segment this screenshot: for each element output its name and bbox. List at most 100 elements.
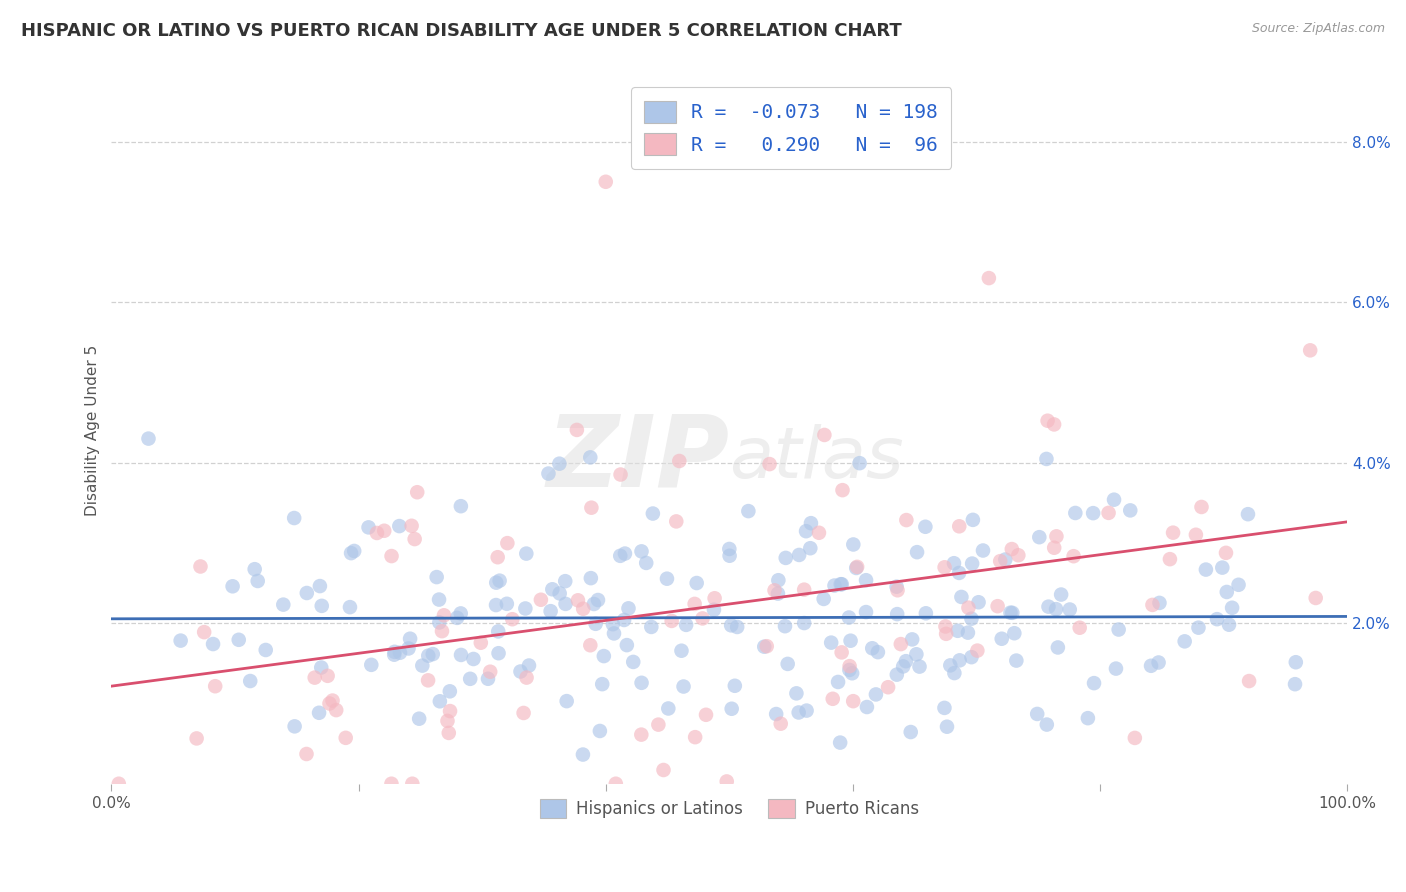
Point [807,525,830,540]
Point [495,597,517,611]
Point [572,747,595,762]
Point [1119,503,1142,517]
Point [855,573,877,587]
Point [496,536,519,550]
Point [1149,596,1171,610]
Point [488,646,510,660]
Point [406,485,429,500]
Point [416,673,439,688]
Point [565,423,588,437]
Point [796,704,818,718]
Point [204,679,226,693]
Point [1035,452,1057,467]
Point [486,624,509,639]
Point [793,615,815,630]
Point [943,666,966,681]
Point [186,731,208,746]
Point [758,457,780,471]
Point [842,694,865,708]
Point [515,601,537,615]
Point [1001,542,1024,557]
Point [860,641,883,656]
Point [458,672,481,686]
Point [404,532,426,546]
Point [325,703,347,717]
Point [357,520,380,534]
Point [581,500,603,515]
Point [994,552,1017,566]
Point [630,728,652,742]
Point [609,467,631,482]
Point [785,686,807,700]
Point [1043,541,1066,555]
Point [401,518,423,533]
Point [579,450,602,465]
Point [675,618,697,632]
Point [755,639,778,653]
Point [1216,585,1239,599]
Point [1050,588,1073,602]
Point [948,519,970,533]
Point [1195,563,1218,577]
Point [190,559,212,574]
Point [411,658,433,673]
Point [373,524,395,538]
Point [934,701,956,715]
Point [894,654,917,668]
Text: Source: ZipAtlas.com: Source: ZipAtlas.com [1251,22,1385,36]
Point [202,637,225,651]
Point [388,646,411,660]
Point [1036,414,1059,428]
Point [905,647,928,661]
Point [838,659,860,673]
Point [841,666,863,681]
Point [769,716,792,731]
Point [548,586,571,600]
Point [107,777,129,791]
Point [138,432,160,446]
Point [548,457,571,471]
Point [304,671,326,685]
Point [439,704,461,718]
Point [1038,599,1060,614]
Point [602,617,624,632]
Point [486,550,509,565]
Point [418,648,440,663]
Point [886,583,908,598]
Point [1036,717,1059,731]
Point [335,731,357,745]
Point [824,578,846,592]
Point [950,590,973,604]
Point [661,614,683,628]
Point [284,719,307,733]
Point [718,541,741,556]
Point [1063,549,1085,564]
Point [398,641,420,656]
Point [831,645,853,659]
Point [450,648,472,662]
Point [426,570,449,584]
Point [616,638,638,652]
Point [605,777,627,791]
Point [636,556,658,570]
Point [517,658,540,673]
Point [763,583,786,598]
Point [866,645,889,659]
Point [366,526,388,541]
Point [384,645,406,659]
Point [716,774,738,789]
Point [855,605,877,619]
Point [842,537,865,551]
Point [821,691,844,706]
Point [169,633,191,648]
Point [1142,598,1164,612]
Point [934,619,956,633]
Point [1215,546,1237,560]
Y-axis label: Disability Age Under 5: Disability Age Under 5 [86,345,100,516]
Point [485,575,508,590]
Text: ZIP: ZIP [547,410,730,508]
Point [1028,530,1050,544]
Point [450,607,472,621]
Point [946,624,969,638]
Point [1001,606,1024,620]
